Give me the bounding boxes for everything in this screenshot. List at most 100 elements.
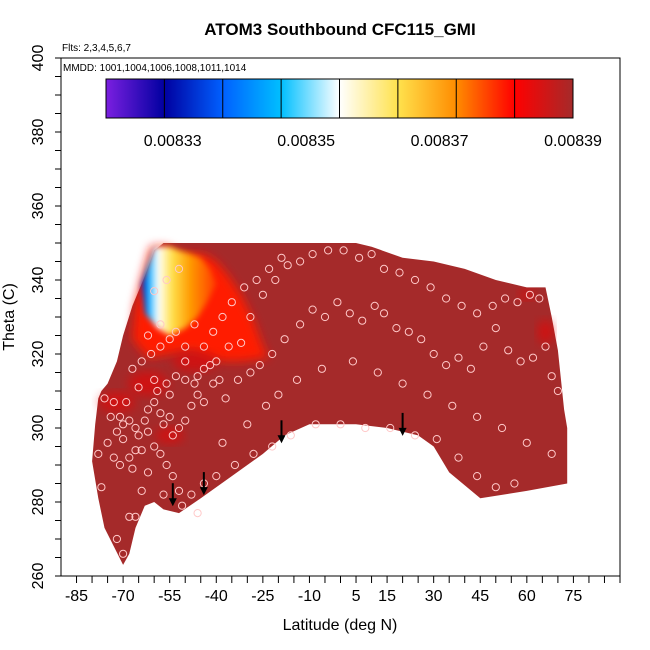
- observation-point: [522, 438, 531, 447]
- observation-point: [128, 464, 137, 473]
- observation-point: [190, 379, 199, 388]
- observation-point: [137, 486, 146, 495]
- observation-point: [410, 275, 420, 285]
- observation-point: [218, 438, 227, 447]
- observation-point: [181, 416, 190, 425]
- observation-point: [497, 423, 507, 433]
- observation-point: [156, 342, 165, 351]
- y-axis-label: Theta (C): [1, 283, 18, 351]
- observation-point: [162, 379, 171, 388]
- observation-point: [206, 361, 215, 370]
- observation-point: [212, 472, 221, 481]
- observation-point: [162, 460, 171, 470]
- observation-point: [224, 342, 233, 351]
- observation-point: [153, 386, 162, 396]
- y-tick-label: 300: [30, 415, 47, 442]
- observation-point: [277, 253, 286, 262]
- colorbar-labels: 0.00833 0.00835 0.00837 0.00839: [144, 133, 602, 150]
- x-tick-label: -25: [251, 588, 274, 605]
- observation-point: [150, 442, 159, 451]
- arrow-marker: [168, 483, 177, 507]
- observation-point: [466, 364, 475, 373]
- observation-point: [283, 261, 292, 270]
- observation-point: [199, 398, 208, 407]
- observation-points: [94, 246, 563, 558]
- observation-point: [125, 512, 134, 521]
- observation-point: [119, 435, 128, 444]
- observation-point: [209, 327, 218, 336]
- observation-point: [122, 398, 131, 407]
- observation-point: [125, 453, 134, 462]
- observation-point: [94, 449, 103, 458]
- observation-point: [370, 301, 379, 310]
- observation-point: [137, 446, 146, 455]
- y-tick-label: 340: [30, 267, 47, 294]
- red-patch: [537, 319, 554, 344]
- red-patch: [172, 351, 217, 372]
- observation-point: [97, 483, 106, 492]
- observation-point: [268, 349, 277, 359]
- observation-point: [286, 431, 295, 440]
- y-tick-label: 320: [30, 341, 47, 368]
- extreme-value-region: [141, 246, 217, 336]
- observation-point: [454, 453, 463, 462]
- observation-point: [410, 431, 420, 440]
- chart-title: ATOM3 Southbound CFC115_GMI: [204, 20, 475, 39]
- arrow-marker: [398, 412, 407, 436]
- observation-point: [193, 508, 202, 518]
- observation-point: [488, 301, 497, 310]
- arrow-marker: [199, 472, 208, 496]
- observation-point: [473, 472, 482, 481]
- x-tick-label: -40: [205, 588, 228, 605]
- observation-point: [379, 309, 389, 318]
- x-tick-label: 30: [425, 588, 443, 605]
- flights-note: Flts: 2,3,4,5,6,7: [62, 43, 131, 54]
- colorbar-tick-label: 0.00833: [144, 133, 202, 150]
- colorbar-dividers: [163, 79, 516, 118]
- colorbar-tick-label: 0.00837: [411, 133, 469, 150]
- observation-point: [128, 364, 137, 373]
- colorbar: 0.00833 0.00835 0.00837 0.00839: [105, 78, 602, 150]
- y-axis: 260 280 300 320 340 360 380 400: [30, 45, 62, 589]
- observation-point: [317, 364, 326, 373]
- observation-point: [516, 357, 525, 366]
- observation-point: [165, 390, 174, 399]
- observation-point: [181, 342, 190, 351]
- observation-point: [398, 379, 407, 388]
- observation-point: [246, 368, 255, 377]
- observation-point: [535, 294, 544, 303]
- observation-point: [454, 353, 463, 362]
- observation-point: [159, 420, 168, 429]
- x-tick-label: 5: [352, 588, 361, 605]
- observation-point: [174, 264, 184, 273]
- observation-point: [249, 449, 258, 458]
- observation-point: [268, 442, 277, 451]
- observation-point: [230, 460, 239, 470]
- observation-point: [227, 298, 236, 307]
- observation-point: [355, 253, 364, 262]
- observation-point: [541, 342, 550, 351]
- observation-point: [240, 283, 249, 292]
- observation-point: [233, 375, 243, 384]
- observation-point: [140, 416, 149, 425]
- observation-point: [237, 338, 246, 347]
- observation-point: [193, 372, 202, 381]
- observation-point: [386, 423, 395, 433]
- observation-point: [156, 409, 165, 418]
- observation-point: [404, 327, 413, 336]
- observation-point: [168, 431, 177, 440]
- observation-point: [525, 290, 535, 299]
- observation-point: [112, 534, 122, 544]
- observation-point: [112, 427, 122, 436]
- observation-point: [162, 275, 171, 285]
- x-tick-label: 60: [518, 588, 536, 605]
- x-tick-label: 75: [565, 588, 583, 605]
- observation-point: [165, 335, 174, 344]
- observation-point: [308, 250, 317, 259]
- observation-point: [218, 312, 227, 322]
- y-tick-label: 360: [30, 193, 47, 220]
- observation-point: [221, 394, 230, 403]
- observation-point: [547, 372, 556, 381]
- observation-point: [553, 386, 563, 396]
